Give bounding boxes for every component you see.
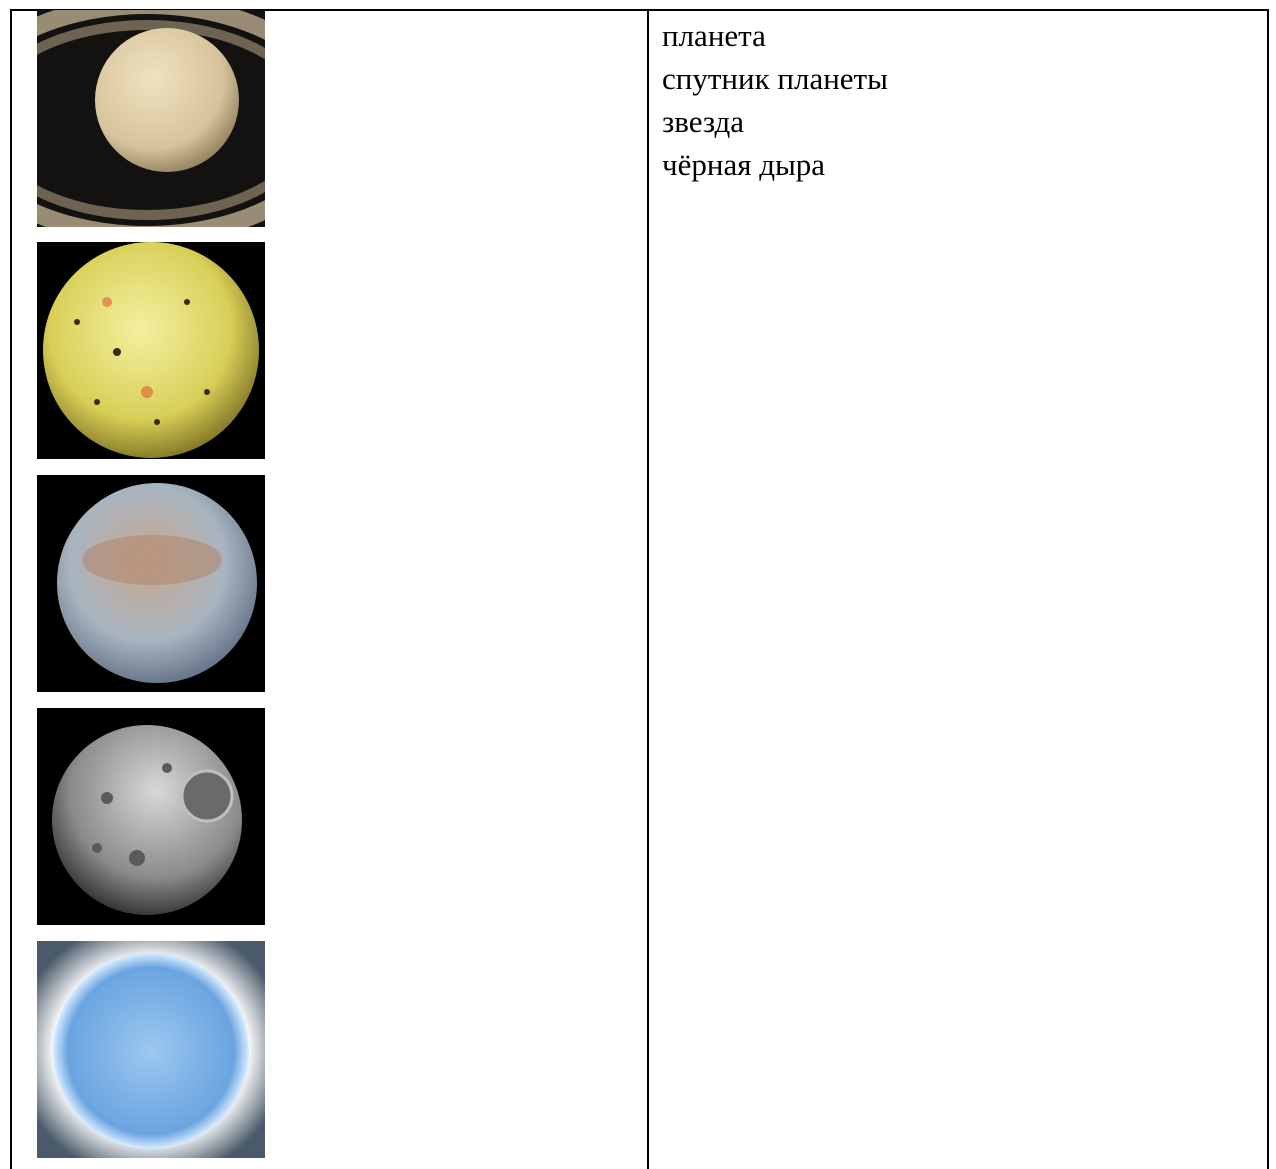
mimas-image xyxy=(37,708,265,925)
io-image xyxy=(37,242,265,459)
table-left-border xyxy=(10,9,12,1169)
option: спутник планеты xyxy=(662,61,888,96)
column-divider xyxy=(647,9,649,1169)
option: чёрная дыра xyxy=(662,147,826,182)
option: звезда xyxy=(662,104,745,139)
answer-options: планета спутник планеты звезда чёрная ды… xyxy=(662,14,888,186)
table-right-border xyxy=(1267,9,1269,1169)
saturn-image xyxy=(37,10,265,227)
option: планета xyxy=(662,18,766,53)
venus-image xyxy=(37,475,265,692)
star-image xyxy=(37,941,265,1158)
table-top-border xyxy=(10,9,1269,11)
